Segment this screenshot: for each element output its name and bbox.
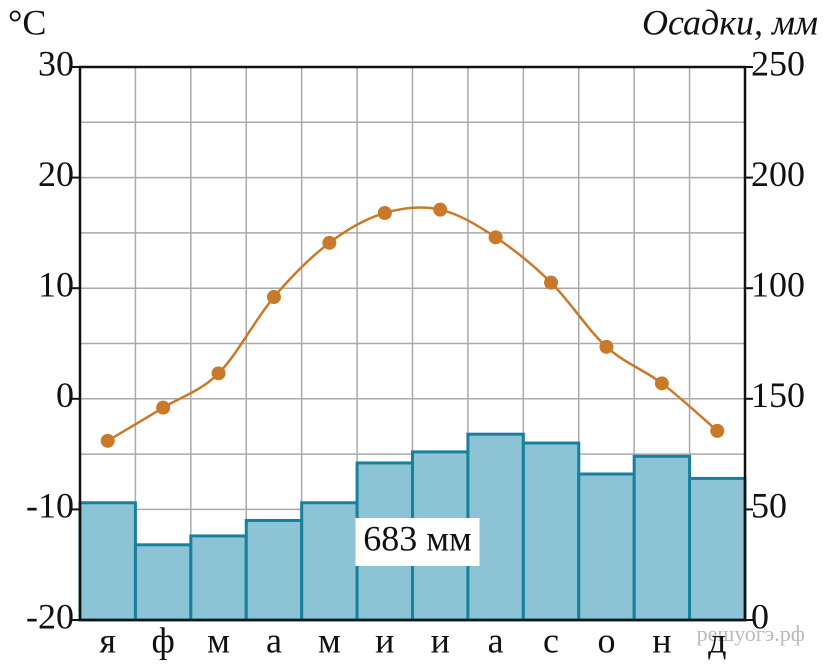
y2-tick-label: 200 xyxy=(751,154,805,194)
x-tick-label: а xyxy=(266,620,282,660)
bar xyxy=(577,472,636,622)
y-tick-label: 10 xyxy=(38,264,74,304)
y-tick-label: -10 xyxy=(26,486,74,526)
bar xyxy=(632,454,692,622)
temperature-point xyxy=(322,235,337,250)
bar xyxy=(688,476,747,622)
annotation-box xyxy=(355,518,480,566)
temperature-point xyxy=(156,400,171,415)
y2-tick-label: 150 xyxy=(751,375,805,415)
bar xyxy=(521,441,581,622)
temperature-point xyxy=(266,290,281,305)
y2-tick-label: 0 xyxy=(751,596,769,636)
bar xyxy=(133,543,193,622)
bar xyxy=(78,501,137,622)
y2-tick-label: 250 xyxy=(751,43,805,83)
temperature-point xyxy=(710,423,725,438)
y-tick-label: -20 xyxy=(26,596,74,636)
temperature-point xyxy=(211,366,226,381)
x-tick-label: и xyxy=(375,620,394,660)
y2-axis-label: Осадки, мм xyxy=(642,2,818,42)
x-tick-label: о xyxy=(597,620,615,660)
temperature-point xyxy=(433,202,448,217)
x-tick-label: я xyxy=(99,620,116,660)
x-tick-label: а xyxy=(488,620,504,660)
bar xyxy=(189,534,248,622)
x-tick-label: с xyxy=(543,620,559,660)
temperature-point xyxy=(100,433,115,448)
temperature-point xyxy=(488,230,503,245)
x-tick-label: м xyxy=(207,620,230,660)
x-tick-label: и xyxy=(431,620,450,660)
bar xyxy=(244,518,304,622)
temperature-point xyxy=(654,376,669,391)
x-tick-label: н xyxy=(652,620,671,660)
x-tick-label: ф xyxy=(151,620,174,660)
temperature-point xyxy=(544,275,559,290)
y2-tick-label: 100 xyxy=(751,264,805,304)
temperature-point xyxy=(599,339,614,354)
annotation: 683 мм xyxy=(363,518,472,558)
watermark: решуогэ.рф xyxy=(697,621,805,646)
bar xyxy=(300,501,359,622)
y-tick-label: 20 xyxy=(38,154,74,194)
temperature-line xyxy=(107,206,719,442)
y-axis-label: °С xyxy=(8,2,46,42)
plot-frame xyxy=(78,65,747,622)
x-tick-label: д xyxy=(708,620,726,660)
y2-tick-label: 50 xyxy=(751,486,787,526)
x-tick-label: м xyxy=(318,620,341,660)
y-tick-label: 0 xyxy=(56,375,74,415)
y-tick-label: 30 xyxy=(38,43,74,83)
temperature-point xyxy=(377,205,392,220)
